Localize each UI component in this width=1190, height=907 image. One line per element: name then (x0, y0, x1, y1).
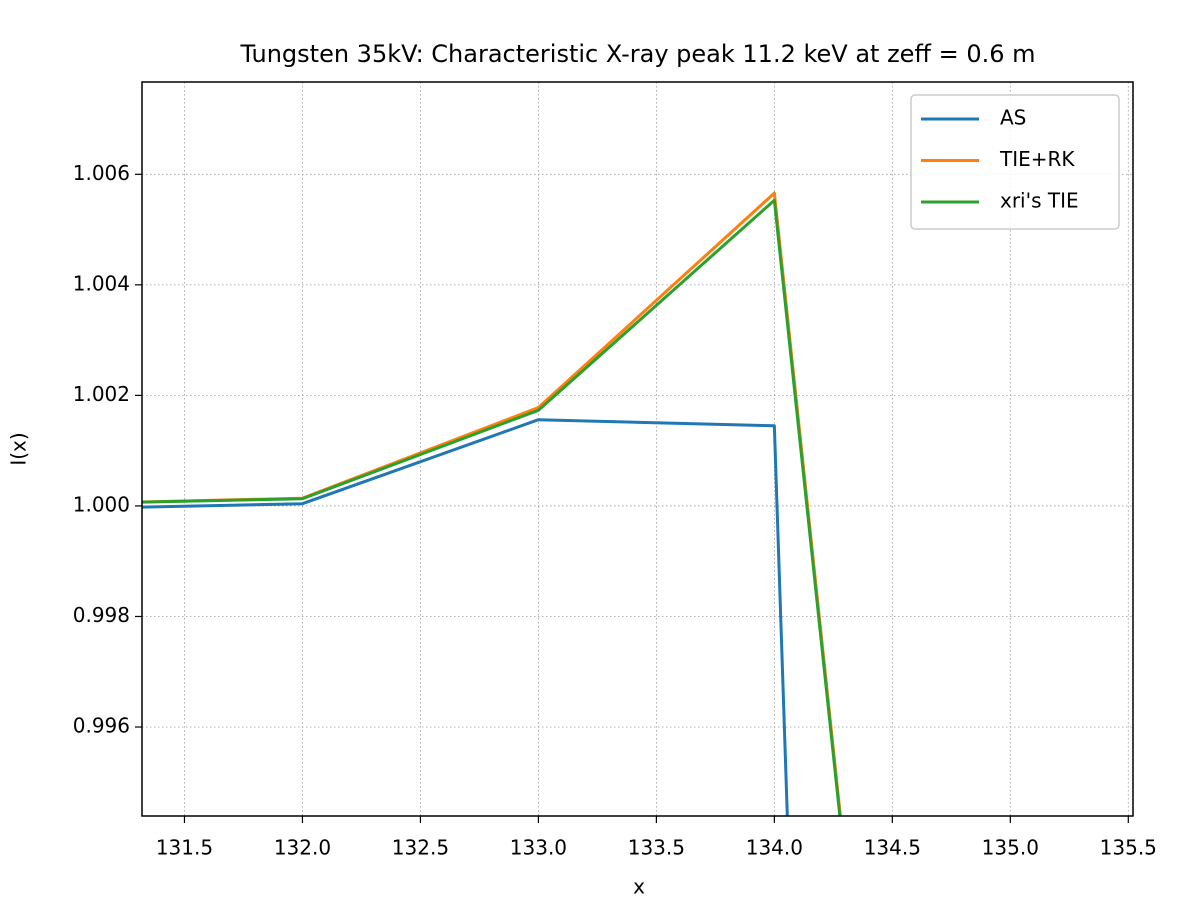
x-tick-label: 133.0 (510, 836, 567, 860)
x-tick-label: 134.0 (746, 836, 803, 860)
data-line (142, 418, 789, 816)
y-tick-label: 1.006 (73, 161, 130, 185)
y-tick-label: 1.002 (73, 382, 130, 406)
y-tick-label: 0.996 (73, 714, 130, 738)
legend-label: TIE+RK (999, 147, 1075, 171)
y-tick-label: 1.000 (73, 492, 130, 516)
x-tick-label: 135.0 (982, 836, 1039, 860)
x-tick-label: 132.0 (274, 836, 331, 860)
y-tick-label: 1.004 (73, 271, 130, 295)
legend-label: xri's TIE (1000, 189, 1079, 213)
plot-frame (141, 81, 1134, 817)
x-tick-label: 133.5 (628, 836, 685, 860)
y-tick-label: 0.998 (73, 603, 130, 627)
x-tick-label: 134.5 (864, 836, 921, 860)
x-tick-label: 135.5 (1100, 836, 1157, 860)
legend-box (910, 94, 1120, 230)
x-tick-label: 131.5 (156, 836, 213, 860)
chart-title: Tungsten 35kV: Characteristic X-ray peak… (239, 40, 1035, 68)
plot-area (142, 191, 842, 816)
y-axis-label: I(x) (7, 432, 31, 465)
legend-label: AS (1000, 106, 1026, 130)
x-tick-label: 132.5 (392, 836, 449, 860)
x-axis-label: x (633, 875, 645, 899)
data-line (142, 198, 842, 816)
